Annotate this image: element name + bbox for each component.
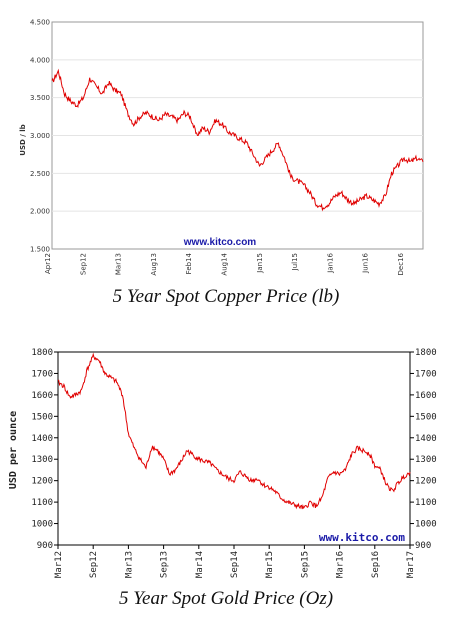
copper-chart: 4.500 4.000 3.500 3.000 2.500 2.000 1.500 Apr1… [19, 19, 424, 307]
gold-y-tick-label-left: 900 [37, 541, 53, 551]
gold-x-tick-label: Mar16 [336, 551, 346, 578]
gold-x-tick-label: Sep16 [371, 551, 381, 578]
copper-x-tick-label: Mar13 [115, 253, 123, 275]
copper-x-tick-label: Aug14 [221, 252, 229, 275]
gold-x-tick-label: Mar14 [195, 551, 205, 578]
gold-y-tick-label-right: 1000 [415, 520, 437, 530]
gold-y-tick-label-left: 1500 [31, 412, 53, 422]
copper-price-line [51, 68, 424, 212]
gold-y-tick-label-left: 1400 [31, 434, 53, 444]
gold-y-tick-label-right: 1200 [415, 477, 437, 487]
copper-caption: 5 Year Spot Copper Price (lb) [113, 286, 340, 307]
copper-x-tick-label: Jul15 [291, 253, 299, 271]
gold-y-ticks-left: 1800 1700 1600 1500 1400 1300 1200 1100 1000 900 [31, 348, 58, 551]
gold-x-tick-label: Mar12 [54, 551, 64, 578]
copper-x-tick-label: Jan16 [326, 252, 334, 273]
gold-y-tick-label-left: 1800 [31, 348, 53, 358]
gold-x-tick-label: Mar15 [265, 551, 275, 578]
copper-x-tick-label: Jan15 [256, 253, 264, 274]
copper-y-tick-label: 2.500 [30, 170, 50, 178]
gold-caption: 5 Year Spot Gold Price (Oz) [119, 588, 333, 609]
copper-watermark: www.kitco.com [183, 237, 257, 248]
gold-x-ticks: Mar12 Sep12 Mar13 Sep13 Mar14 Sep14 Mar15 Sep15… [54, 545, 416, 578]
gold-y-tick-label-right: 1700 [415, 369, 437, 379]
copper-y-tick-label: 4.000 [30, 56, 50, 64]
gold-watermark: www.kitco.com [319, 531, 405, 544]
gold-y-tick-label-right: 1300 [415, 455, 437, 465]
copper-y-axis-label: USD / lb [19, 124, 27, 155]
gold-y-tick-label-right: 1100 [415, 498, 437, 508]
gold-y-tick-label-right: 1500 [415, 412, 437, 422]
copper-grid [52, 59, 423, 212]
copper-y-tick-label: 3.500 [30, 94, 50, 102]
gold-x-tick-label: Sep15 [300, 551, 310, 578]
gold-x-tick-label: Sep14 [230, 551, 240, 578]
gold-y-tick-label-left: 1700 [31, 369, 53, 379]
copper-x-tick-label: Feb14 [185, 252, 193, 274]
copper-x-tick-label: Jun16 [362, 252, 370, 273]
gold-x-tick-label: Sep12 [89, 551, 99, 578]
copper-y-tick-label: 2.000 [30, 208, 50, 216]
gold-y-tick-label-right: 1600 [415, 391, 437, 401]
gold-y-axis-label: USD per ounce [8, 411, 19, 489]
gold-chart: 180017001600150014001300120011001000900 … [8, 348, 437, 609]
gold-price-line [57, 352, 411, 510]
copper-x-tick-label: Sep12 [79, 253, 87, 275]
copper-x-tick-label: Aug13 [150, 253, 158, 276]
copper-y-ticks: 4.500 4.000 3.500 3.000 2.500 2.000 1.500 [30, 19, 50, 254]
gold-y-tick-label-right: 1800 [415, 348, 437, 358]
gold-y-tick-label-left: 1600 [31, 391, 53, 401]
gold-y-tick-label-left: 1000 [31, 520, 53, 530]
copper-y-tick-label: 1.500 [30, 246, 50, 254]
gold-x-tick-label: Mar17 [406, 551, 416, 578]
gold-y-tick-label-left: 1200 [31, 477, 53, 487]
gold-x-tick-label: Mar13 [124, 551, 134, 578]
copper-y-tick-label: 4.500 [30, 19, 50, 27]
gold-plot-area [57, 351, 411, 546]
gold-y-ticks-right: 1800 1700 1600 1500 1400 1300 1200 1100 1000 900 [410, 348, 437, 551]
copper-x-tick-label: Dec16 [397, 252, 405, 275]
gold-y-tick-label-left: 1100 [31, 498, 53, 508]
gold-y-tick-label-left: 1300 [31, 455, 53, 465]
copper-y-tick-label: 3.000 [30, 132, 50, 140]
gold-y-tick-label-right: 1400 [415, 434, 437, 444]
copper-x-tick-label: Apr12 [44, 253, 52, 274]
copper-x-ticks: Apr12 Sep12 Mar13 Aug13 Feb14 Aug14 Jan15 Jul15… [44, 252, 405, 275]
gold-y-tick-label-right: 900 [415, 541, 431, 551]
gold-x-tick-label: Sep13 [160, 551, 170, 578]
